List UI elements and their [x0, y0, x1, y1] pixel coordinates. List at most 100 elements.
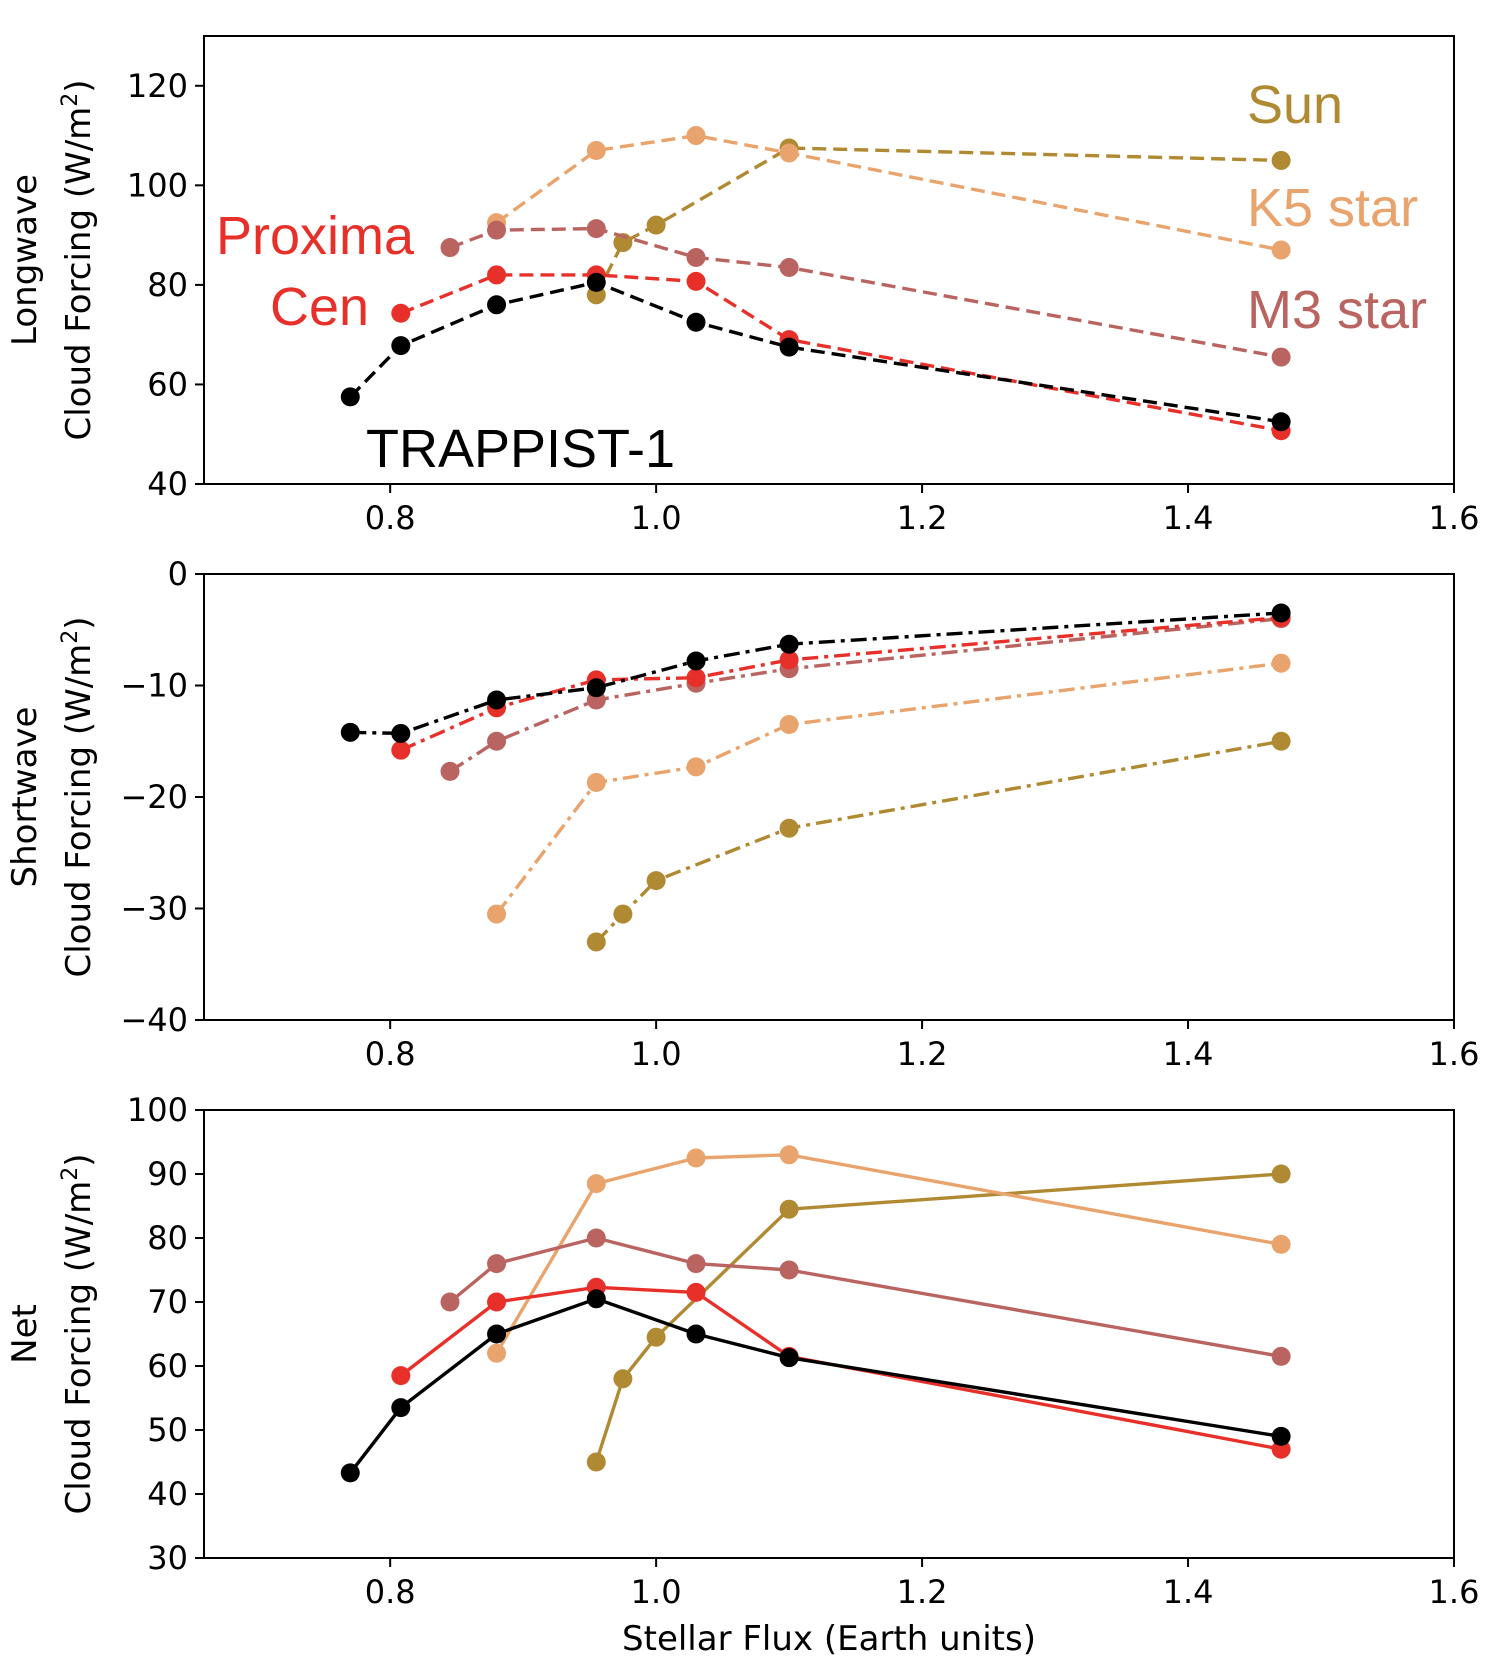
longwave-plot-area	[340, 126, 1291, 441]
net-point-trappist-1	[487, 1324, 507, 1344]
shortwave-point-m3-star	[440, 761, 460, 781]
shortwave-y-tick-label: −20	[120, 778, 188, 816]
longwave-point-k5-star	[1271, 240, 1291, 260]
net-point-sun	[1271, 1164, 1291, 1184]
shortwave-point-sun	[613, 904, 633, 924]
shortwave-point-proxima-cen	[391, 740, 411, 760]
longwave-point-proxima-cen	[391, 303, 411, 323]
net-point-proxima-cen	[487, 1292, 507, 1312]
shortwave-panel: 0.8 1.0 1.2 1.4 1.6 −40 −30 −20 −10 0 Shortwave Clo…	[5, 555, 1479, 1073]
shortwave-point-k5-star	[487, 904, 507, 924]
shortwave-series-line-k5-star	[495, 661, 1282, 916]
net-series-line-proxima-cen	[399, 1285, 1282, 1451]
shortwave-point-sun	[1271, 731, 1291, 751]
longwave-ylabel-line2: Cloud Forcing (W/m2)	[58, 79, 99, 440]
longwave-frame	[203, 35, 1455, 485]
shortwave-x-tick-label: 1.0	[631, 1035, 682, 1073]
net-point-sun	[586, 1452, 606, 1472]
label-m3-star: M3 star	[1247, 280, 1427, 340]
net-y-tick-label: 80	[147, 1219, 188, 1257]
shortwave-point-k5-star	[1271, 653, 1291, 673]
net-point-k5-star	[487, 1343, 507, 1363]
net-point-m3-star	[1271, 1346, 1291, 1366]
shortwave-point-sun	[586, 932, 606, 952]
net-point-k5-star	[686, 1148, 706, 1168]
net-point-m3-star	[586, 1228, 606, 1248]
shortwave-x-tick-label: 0.8	[365, 1035, 416, 1073]
net-point-trappist-1	[340, 1463, 360, 1483]
shortwave-series-line-sun	[595, 739, 1282, 944]
shortwave-y-tick-label: −30	[120, 890, 188, 928]
longwave-series-line-m3-star	[449, 226, 1282, 359]
shortwave-y-tick-label: −40	[120, 1001, 188, 1039]
shortwave-point-trappist-1	[779, 634, 799, 654]
longwave-panel: 0.8 1.0 1.2 1.4 1.6 40 60 80 100 120 Longwave Cloud…	[5, 35, 1480, 537]
shortwave-point-trappist-1	[686, 651, 706, 671]
longwave-point-trappist-1	[779, 337, 799, 357]
longwave-point-k5-star	[686, 126, 706, 146]
longwave-point-trappist-1	[1271, 412, 1291, 432]
longwave-point-sun	[646, 215, 666, 235]
longwave-point-k5-star	[586, 140, 606, 160]
x-axis-label: Stellar Flux (Earth units)	[622, 1619, 1036, 1659]
net-point-k5-star	[586, 1174, 606, 1194]
shortwave-point-sun	[779, 818, 799, 838]
label-sun: Sun	[1247, 75, 1343, 135]
net-ylabel-line1: Net	[5, 1304, 45, 1364]
net-point-sun	[613, 1369, 633, 1389]
longwave-point-sun	[1271, 150, 1291, 170]
shortwave-plot-area	[340, 603, 1291, 952]
longwave-x-tick-label: 0.8	[365, 499, 416, 537]
net-y-tick-label: 100	[127, 1091, 188, 1129]
longwave-point-k5-star	[779, 143, 799, 163]
longwave-point-trappist-1	[340, 387, 360, 407]
net-point-trappist-1	[1271, 1426, 1291, 1446]
net-x-tick-label: 1.4	[1163, 1573, 1214, 1611]
shortwave-point-k5-star	[686, 757, 706, 777]
net-y-tick-label: 60	[147, 1347, 188, 1385]
longwave-point-m3-star	[487, 220, 507, 240]
longwave-series-line-proxima-cen	[400, 273, 1282, 433]
net-point-proxima-cen	[391, 1366, 411, 1386]
shortwave-ylabel-line1: Shortwave	[5, 707, 45, 888]
shortwave-point-k5-star	[779, 715, 799, 735]
longwave-point-proxima-cen	[487, 265, 507, 285]
shortwave-frame	[203, 573, 1455, 1021]
shortwave-y-tick-label: −10	[120, 667, 188, 705]
net-point-trappist-1	[586, 1289, 606, 1309]
shortwave-point-trappist-1	[487, 690, 507, 710]
longwave-point-trappist-1	[391, 336, 411, 356]
shortwave-point-trappist-1	[340, 722, 360, 742]
net-point-trappist-1	[391, 1398, 411, 1418]
shortwave-series-line-trappist-1	[350, 611, 1282, 736]
shortwave-x-tick-label: 1.4	[1163, 1035, 1214, 1073]
net-x-tick-label: 1.0	[631, 1573, 682, 1611]
longwave-y-tick-label: 60	[147, 365, 188, 403]
net-y-tick-label: 30	[147, 1539, 188, 1577]
shortwave-point-trappist-1	[391, 723, 411, 743]
net-series-line-k5-star	[495, 1153, 1282, 1355]
net-x-tick-label: 1.6	[1429, 1573, 1480, 1611]
longwave-x-tick-label: 1.6	[1429, 499, 1480, 537]
net-panel: 0.8 1.0 1.2 1.4 1.6 30 40 50 60 70 80 90 100 Net Cloud…	[5, 1091, 1479, 1659]
net-point-m3-star	[779, 1260, 799, 1280]
net-y-tick-label: 50	[147, 1411, 188, 1449]
longwave-x-tick-label: 1.0	[631, 499, 682, 537]
net-ylabel-line2: Cloud Forcing (W/m2)	[58, 1153, 99, 1514]
net-y-tick-label: 90	[147, 1155, 188, 1193]
net-point-sun	[646, 1327, 666, 1347]
longwave-series-line-k5-star	[495, 133, 1282, 252]
label-k5-star: K5 star	[1247, 178, 1418, 238]
net-point-proxima-cen	[686, 1282, 706, 1302]
longwave-point-trappist-1	[487, 295, 507, 315]
longwave-y-tick-label: 100	[127, 166, 188, 204]
net-point-m3-star	[487, 1254, 507, 1274]
net-frame	[203, 1109, 1455, 1559]
shortwave-point-trappist-1	[1271, 603, 1291, 623]
shortwave-ylabel-line2: Cloud Forcing (W/m2)	[58, 616, 99, 977]
longwave-point-proxima-cen	[686, 271, 706, 291]
shortwave-x-tick-label: 1.2	[897, 1035, 948, 1073]
longwave-y-tick-label: 40	[147, 465, 188, 503]
net-point-trappist-1	[779, 1348, 799, 1368]
shortwave-x-tick-label: 1.6	[1429, 1035, 1480, 1073]
